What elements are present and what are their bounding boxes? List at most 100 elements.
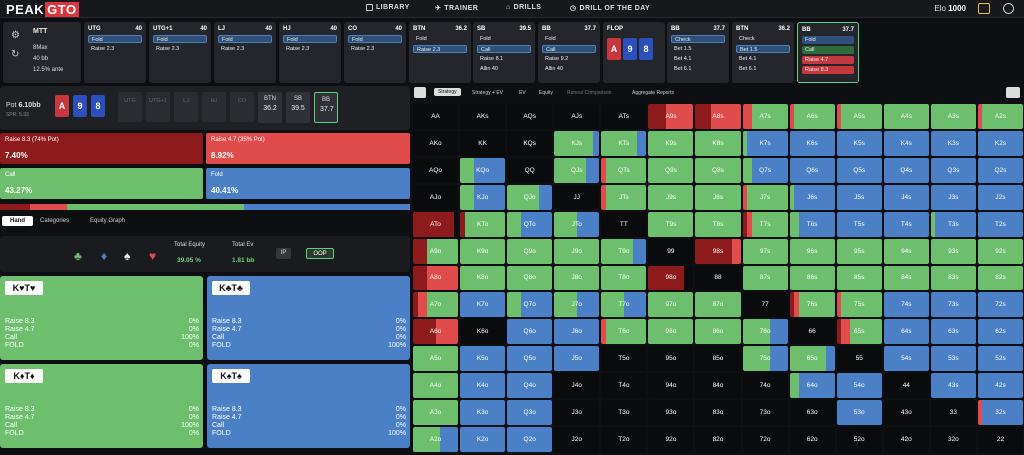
range-cell-33[interactable]: 33 bbox=[930, 400, 976, 426]
range-cell-kjo[interactable]: KJo bbox=[460, 184, 506, 210]
range-cell-k8o[interactable]: K8o bbox=[460, 265, 506, 291]
range-cell-83s[interactable]: 83s bbox=[930, 265, 976, 291]
range-cell-a6s[interactable]: A6s bbox=[789, 104, 835, 129]
nav-drill-of-the-day[interactable]: ◷ DRILL OF THE DAY bbox=[570, 4, 651, 13]
position-action-option[interactable]: Check bbox=[671, 35, 725, 43]
range-cell-kjs[interactable]: KJs bbox=[554, 130, 600, 156]
range-cell-j4o[interactable]: J4o bbox=[554, 373, 600, 399]
range-cell-98s[interactable]: 98s bbox=[695, 238, 741, 264]
range-cell-82o[interactable]: 82o bbox=[695, 427, 741, 452]
range-cell-99[interactable]: 99 bbox=[648, 238, 694, 264]
action-call[interactable]: Call 43.27% bbox=[0, 168, 203, 199]
position-action-option[interactable]: Call bbox=[477, 45, 531, 53]
position-card-lj[interactable]: LJ 40 Fold Raise 2.3 bbox=[214, 22, 276, 83]
range-cell-98o[interactable]: 98o bbox=[648, 265, 694, 291]
range-cell-t9o[interactable]: T9o bbox=[601, 238, 647, 264]
position-action-option[interactable]: Bet 4.1 bbox=[674, 56, 692, 62]
range-cell-j8s[interactable]: J8s bbox=[695, 184, 741, 210]
range-cell-k2s[interactable]: K2s bbox=[977, 130, 1023, 156]
range-cell-a5s[interactable]: A5s bbox=[836, 104, 882, 129]
range-cell-q4o[interactable]: Q4o bbox=[507, 373, 553, 399]
range-cell-84o[interactable]: 84o bbox=[695, 373, 741, 399]
position-action-option[interactable]: Fold bbox=[218, 35, 272, 43]
range-cell-73o[interactable]: 73o bbox=[742, 400, 788, 426]
range-cell-qts[interactable]: QTs bbox=[601, 157, 647, 183]
position-action-option[interactable]: Allin 40 bbox=[545, 66, 564, 72]
tab-aggregate-reports[interactable]: Aggregate Reports bbox=[632, 90, 674, 96]
range-cell-a7s[interactable]: A7s bbox=[742, 104, 788, 129]
range-cell-qto[interactable]: QTo bbox=[507, 211, 553, 237]
range-cell-kto[interactable]: KTo bbox=[460, 211, 506, 237]
range-cell-ats[interactable]: ATs bbox=[601, 104, 647, 129]
range-cell-k3s[interactable]: K3s bbox=[930, 130, 976, 156]
position-card-bb[interactable]: BB 37.7 Fold Call Raise 4.7 Raise 8.3 bbox=[797, 22, 859, 83]
range-cell-k6o[interactable]: K6o bbox=[460, 319, 506, 345]
range-cell-65o[interactable]: 65o bbox=[789, 346, 835, 372]
seat-btn[interactable]: BTN 36.2 bbox=[258, 92, 282, 123]
range-cell-97s[interactable]: 97s bbox=[742, 238, 788, 264]
position-card-sb[interactable]: SB 39.5 Fold Call Raise 8.1 Allin 40 bbox=[473, 22, 535, 83]
position-action-option[interactable]: Raise 8.3 bbox=[802, 66, 854, 74]
action-raise-8-3[interactable]: Raise 8.3 (74% Pot) 7.40% bbox=[0, 133, 203, 164]
range-cell-j2o[interactable]: J2o bbox=[554, 427, 600, 452]
range-cell-52s[interactable]: 52s bbox=[977, 346, 1023, 372]
position-action-option[interactable]: Check bbox=[739, 36, 755, 42]
range-cell-k9s[interactable]: K9s bbox=[648, 130, 694, 156]
range-cell-j7s[interactable]: J7s bbox=[742, 184, 788, 210]
range-cell-a3s[interactable]: A3s bbox=[930, 104, 976, 129]
range-cell-k4o[interactable]: K4o bbox=[460, 373, 506, 399]
range-cell-83o[interactable]: 83o bbox=[695, 400, 741, 426]
range-cell-tt[interactable]: TT bbox=[601, 211, 647, 237]
position-action-option[interactable]: Fold bbox=[416, 36, 427, 42]
hearts-icon[interactable]: ♥ bbox=[149, 249, 157, 263]
range-cell-52o[interactable]: 52o bbox=[836, 427, 882, 452]
settings-gear-icon[interactable]: ⚙ bbox=[11, 30, 20, 41]
range-cell-53o[interactable]: 53o bbox=[836, 400, 882, 426]
range-cell-q5s[interactable]: Q5s bbox=[836, 157, 882, 183]
tab-hand[interactable]: Hand bbox=[2, 216, 33, 226]
range-cell-87s[interactable]: 87s bbox=[742, 265, 788, 291]
position-card-hj[interactable]: HJ 40 Fold Raise 2.3 bbox=[279, 22, 341, 83]
seat-sb[interactable]: SB 39.5 bbox=[286, 92, 310, 123]
range-cell-j6o[interactable]: J6o bbox=[554, 319, 600, 345]
range-cell-k7o[interactable]: K7o bbox=[460, 292, 506, 318]
range-cell-ajs[interactable]: AJs bbox=[554, 104, 600, 129]
position-action-option[interactable]: Fold bbox=[88, 35, 142, 43]
range-cell-q9o[interactable]: Q9o bbox=[507, 238, 553, 264]
range-cell-k5s[interactable]: K5s bbox=[836, 130, 882, 156]
logo[interactable]: PEAK GTO bbox=[6, 2, 79, 17]
range-cell-j3s[interactable]: J3s bbox=[930, 184, 976, 210]
range-cell-j8o[interactable]: J8o bbox=[554, 265, 600, 291]
position-action-option[interactable]: Fold bbox=[545, 36, 556, 42]
range-cell-qjo[interactable]: QJo bbox=[507, 184, 553, 210]
position-action-option[interactable]: Raise 2.3 bbox=[351, 46, 375, 52]
position-action-option[interactable]: Raise 4.7 bbox=[802, 56, 854, 64]
range-cell-q3o[interactable]: Q3o bbox=[507, 400, 553, 426]
range-cell-77[interactable]: 77 bbox=[742, 292, 788, 318]
range-cell-aa[interactable]: AA bbox=[413, 104, 459, 129]
range-cell-a5o[interactable]: A5o bbox=[413, 346, 459, 372]
controller-icon[interactable] bbox=[1006, 87, 1020, 98]
range-cell-q4s[interactable]: Q4s bbox=[883, 157, 929, 183]
position-action-option[interactable]: Fold bbox=[348, 35, 402, 43]
hand-combo-card[interactable]: K♠T♠ Raise 8.3 0% Raise 4.7 0% Call 0% FOLD 100% bbox=[207, 364, 410, 448]
range-cell-53s[interactable]: 53s bbox=[930, 346, 976, 372]
range-cell-95s[interactable]: 95s bbox=[836, 238, 882, 264]
range-cell-32s[interactable]: 32s bbox=[977, 400, 1023, 426]
range-cell-j3o[interactable]: J3o bbox=[554, 400, 600, 426]
range-cell-q7o[interactable]: Q7o bbox=[507, 292, 553, 318]
hand-combo-card[interactable]: K♥T♥ Raise 8.3 0% Raise 4.7 0% Call 100% FOLD 0% bbox=[0, 276, 203, 360]
range-cell-j2s[interactable]: J2s bbox=[977, 184, 1023, 210]
position-action-option[interactable]: Raise 2.3 bbox=[156, 46, 180, 52]
range-cell-63o[interactable]: 63o bbox=[789, 400, 835, 426]
range-cell-t8o[interactable]: T8o bbox=[601, 265, 647, 291]
tab-runout-comparison[interactable]: Runout Comparison bbox=[567, 90, 612, 96]
range-cell-jto[interactable]: JTo bbox=[554, 211, 600, 237]
seat-bb[interactable]: BB 37.7 bbox=[314, 92, 338, 123]
range-cell-k5o[interactable]: K5o bbox=[460, 346, 506, 372]
position-action-option[interactable]: Fold bbox=[802, 36, 854, 44]
range-cell-65s[interactable]: 65s bbox=[836, 319, 882, 345]
seat-hj[interactable]: HJ bbox=[202, 92, 226, 122]
range-cell-93o[interactable]: 93o bbox=[648, 400, 694, 426]
range-cell-q6s[interactable]: Q6s bbox=[789, 157, 835, 183]
